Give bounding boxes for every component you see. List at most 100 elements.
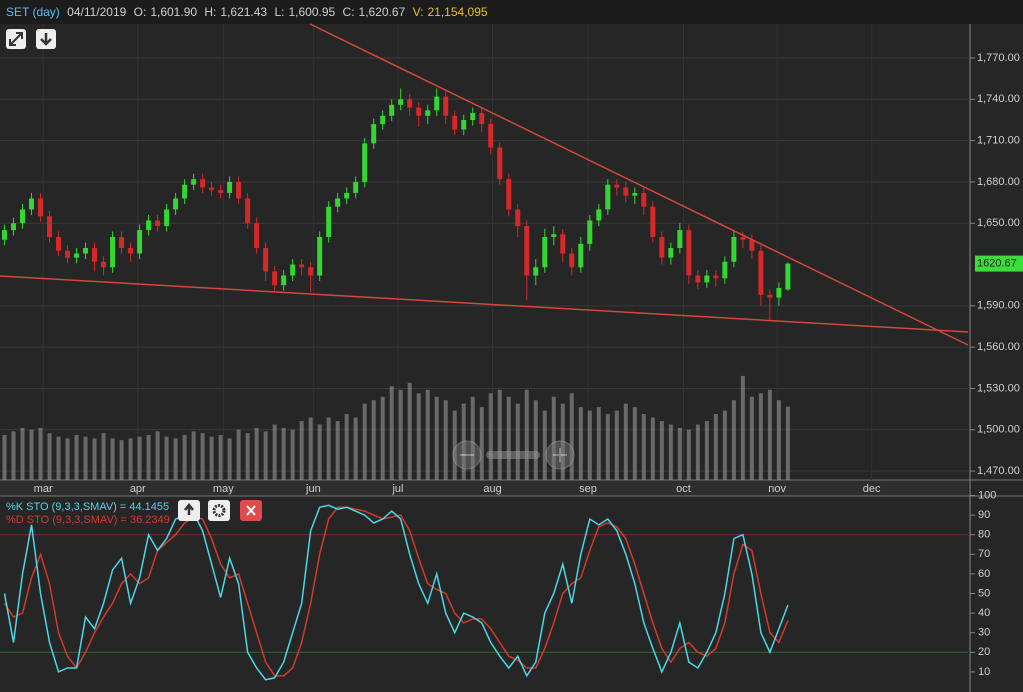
x-tick-label: apr	[130, 483, 146, 495]
volume-bar	[110, 438, 115, 480]
candle-body	[497, 147, 503, 180]
y-tick-label: 40	[978, 607, 990, 619]
x-axis-strip	[0, 480, 968, 496]
stochastic-line	[3, 504, 789, 681]
candle-body	[623, 187, 629, 196]
candle-body	[641, 192, 647, 207]
y-tick-label: 1,500.00	[977, 424, 1020, 436]
y-tick-label: 1,470.00	[977, 465, 1020, 477]
volume-bar	[533, 400, 538, 480]
volume-bar	[668, 424, 673, 480]
candle-body	[434, 96, 440, 111]
legend-entry: %K STO (9,3,3,SMAV) = 44.1455	[6, 501, 169, 513]
last-price-label: 1620.67	[977, 258, 1017, 270]
volume-bar	[11, 431, 16, 480]
background	[0, 24, 1023, 692]
volume-bar	[704, 421, 709, 480]
indicator-toolbar	[178, 500, 262, 521]
candle-body	[164, 209, 170, 226]
volume-bar	[281, 427, 286, 480]
y-tick-label: 70	[978, 548, 990, 560]
volume-bar	[686, 429, 691, 480]
candle-body	[785, 263, 791, 290]
candle-body	[110, 236, 116, 268]
candle-body	[569, 253, 575, 268]
volume-bar	[29, 429, 34, 480]
y-tick-label: 1,710.00	[977, 135, 1020, 147]
y-tick-label: 1,740.00	[977, 93, 1020, 105]
y-tick-label: 90	[978, 509, 990, 521]
x-tick-label: sep	[579, 483, 597, 495]
candle-body	[83, 248, 89, 254]
candle-body	[731, 236, 737, 262]
volume-bar	[740, 375, 745, 480]
volume-bar	[56, 436, 61, 480]
field-label: C:	[342, 5, 355, 19]
volume-bar	[470, 396, 475, 480]
candle-body	[461, 119, 467, 130]
settings-button[interactable]	[208, 500, 230, 521]
volume-bar	[317, 424, 322, 480]
volume-bar	[308, 417, 313, 480]
volume-bar	[344, 414, 349, 480]
candle-body	[380, 115, 386, 125]
volume-bar	[371, 400, 376, 480]
candle-body	[146, 220, 152, 231]
candle-body	[722, 261, 728, 279]
y-tick-label: 1,560.00	[977, 341, 1020, 353]
candle-body	[308, 267, 314, 276]
candle-body	[704, 275, 710, 283]
candle-body	[470, 113, 476, 120]
field-label: V:	[412, 5, 424, 19]
volume-bar	[47, 433, 52, 480]
candle-body	[551, 234, 557, 237]
volume-bar	[101, 433, 106, 480]
volume-bar	[677, 427, 682, 480]
candle-body	[713, 275, 719, 279]
candle-body	[272, 271, 278, 286]
last-price-tag	[975, 255, 1023, 272]
volume-bar	[524, 389, 529, 480]
volume-bar	[614, 410, 619, 480]
y-tick-label: 10	[978, 666, 990, 678]
volume-bar	[605, 414, 610, 480]
candle-body	[281, 275, 287, 286]
x-tick-label: jun	[305, 483, 321, 495]
candle-body	[425, 110, 431, 116]
volume-bar	[2, 434, 7, 480]
candle-body	[677, 230, 683, 249]
volume-bar	[353, 417, 358, 480]
y-tick-label: 50	[978, 587, 990, 599]
volume-bar	[209, 436, 214, 480]
candle-body	[605, 184, 611, 210]
volume-bar	[146, 434, 151, 480]
y-tick-label: 30	[978, 627, 990, 639]
x-tick-label: mar	[34, 483, 53, 495]
volume-bar	[776, 400, 781, 480]
volume-bar	[443, 400, 448, 480]
volume-bar	[434, 396, 439, 480]
volume-bar	[623, 403, 628, 480]
candle-body	[263, 248, 269, 272]
candle-body	[362, 143, 368, 182]
field-label: L:	[274, 5, 285, 19]
volume-bar	[137, 436, 142, 480]
volume-bar	[290, 429, 295, 480]
volume-bar	[416, 393, 421, 480]
volume-bar	[218, 434, 223, 480]
volume-bar	[407, 382, 412, 480]
candle-body	[650, 206, 656, 237]
volume-bar	[263, 431, 268, 480]
candle-body	[218, 190, 224, 193]
scroll-bar[interactable]	[486, 451, 540, 459]
candle-body	[47, 216, 53, 237]
volume-bar	[596, 407, 601, 480]
candle-body	[767, 294, 773, 298]
candle-body	[695, 275, 701, 283]
candle-body	[776, 287, 782, 298]
expand-icon	[9, 32, 23, 46]
volume-bar	[569, 393, 574, 480]
candle-body	[38, 198, 44, 217]
candle-body	[443, 96, 449, 116]
